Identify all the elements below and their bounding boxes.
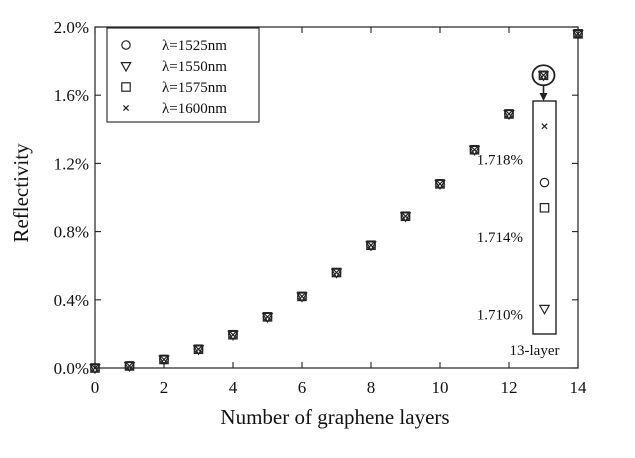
data-point: [469, 144, 480, 155]
data-point: [333, 269, 340, 276]
data-point: [540, 72, 547, 79]
plot-frame: [94, 26, 579, 369]
data-point: [264, 313, 271, 320]
data-point: [193, 344, 204, 355]
data-point: [366, 240, 376, 251]
inset-13-layer: 1.710% 1.714% 1.718% 13-layer: [477, 100, 560, 359]
inset-tick-label: 1.714%: [477, 230, 523, 246]
y-tick-label: 0.4%: [54, 291, 89, 310]
data-point: [365, 241, 377, 252]
data-point: [296, 292, 308, 303]
x-tick-label: 8: [367, 378, 376, 397]
y-tick-label: 0.0%: [54, 359, 89, 378]
data-point: [160, 356, 168, 363]
legend-label: λ=1550nm: [162, 59, 227, 75]
data-point: [434, 179, 446, 191]
data-point: [436, 180, 444, 187]
data-point: [124, 361, 135, 371]
inset-frame: [532, 100, 557, 335]
data-point: [367, 242, 375, 249]
series-triangle-down: [89, 29, 584, 375]
data-point: [195, 346, 202, 353]
legend-label: λ=1575nm: [162, 80, 227, 96]
data-point: [573, 29, 583, 39]
data-point: [330, 268, 343, 279]
data-point: [505, 110, 513, 117]
x-tick-label: 14: [570, 378, 588, 397]
inset-caption: 13-layer: [510, 343, 560, 359]
legend-marker: [121, 40, 131, 50]
data-point: [503, 109, 515, 121]
inset-tick-label: 1.718%: [477, 152, 523, 168]
data-point: [89, 364, 101, 375]
x-tick-label: 6: [298, 378, 307, 397]
y-tick-label: 1.2%: [54, 154, 89, 173]
data-point: [399, 212, 412, 223]
series-square: [90, 29, 583, 373]
data-point: [227, 330, 239, 341]
y-tick-label: 1.6%: [54, 86, 89, 105]
data-point: [537, 71, 550, 82]
data-point: [298, 293, 306, 300]
data-point: [572, 29, 584, 41]
data-point: [91, 364, 99, 372]
data-point: [331, 267, 342, 278]
series-layer: [89, 29, 584, 375]
axes: 0 2 4 6 8 10 12 14 0.0% 0.4% 0.8% 1.2% 1.6% 2.0%: [54, 18, 587, 397]
y-tick-label: 2.0%: [54, 18, 89, 37]
data-point: [402, 213, 409, 220]
data-point: [468, 145, 481, 156]
legend-marker: [120, 61, 132, 73]
data-point: [261, 312, 274, 324]
x-tick-label: 12: [501, 378, 518, 397]
inset-data-point: [539, 177, 550, 188]
data-point: [90, 363, 100, 373]
data-point: [538, 70, 549, 81]
data-point: [192, 345, 205, 356]
data-point: [228, 329, 238, 340]
data-point: [504, 109, 514, 119]
y-tick-label: 0.8%: [54, 223, 89, 242]
x-axis-label: Number of graphene layers: [220, 405, 449, 429]
legend-marker: [121, 82, 131, 92]
data-point: [435, 179, 445, 189]
legend-label: λ=1525nm: [162, 38, 227, 54]
data-point: [159, 354, 169, 365]
legend-box: [106, 27, 260, 123]
pointer-arrowhead: [539, 93, 548, 101]
legend: λ=1525nm λ=1550nm λ=1575nm λ=1600nm: [106, 27, 260, 123]
data-point: [262, 312, 273, 322]
inset-tick-label: 1.710%: [477, 308, 523, 324]
data-point: [297, 291, 307, 302]
x-tick-label: 0: [91, 378, 100, 397]
x-tick-label: 4: [229, 378, 238, 397]
data-point: [574, 30, 582, 37]
inset-data-point: [541, 123, 548, 130]
data-point: [158, 355, 170, 366]
highlighted-point-13: [531, 64, 556, 101]
data-point: [123, 361, 136, 373]
inset-data-point: [539, 202, 550, 213]
x-tick-label: 2: [160, 378, 169, 397]
data-point: [229, 331, 237, 338]
y-axis-label: Reflectivity: [9, 143, 33, 243]
data-point: [400, 211, 411, 222]
legend-marker: [122, 104, 130, 112]
series-x: [91, 30, 582, 372]
data-point: [471, 146, 478, 153]
data-point: [126, 362, 133, 369]
legend-label: λ=1600nm: [162, 101, 227, 117]
inset-data-point: [538, 304, 551, 315]
x-tick-label: 10: [432, 378, 449, 397]
